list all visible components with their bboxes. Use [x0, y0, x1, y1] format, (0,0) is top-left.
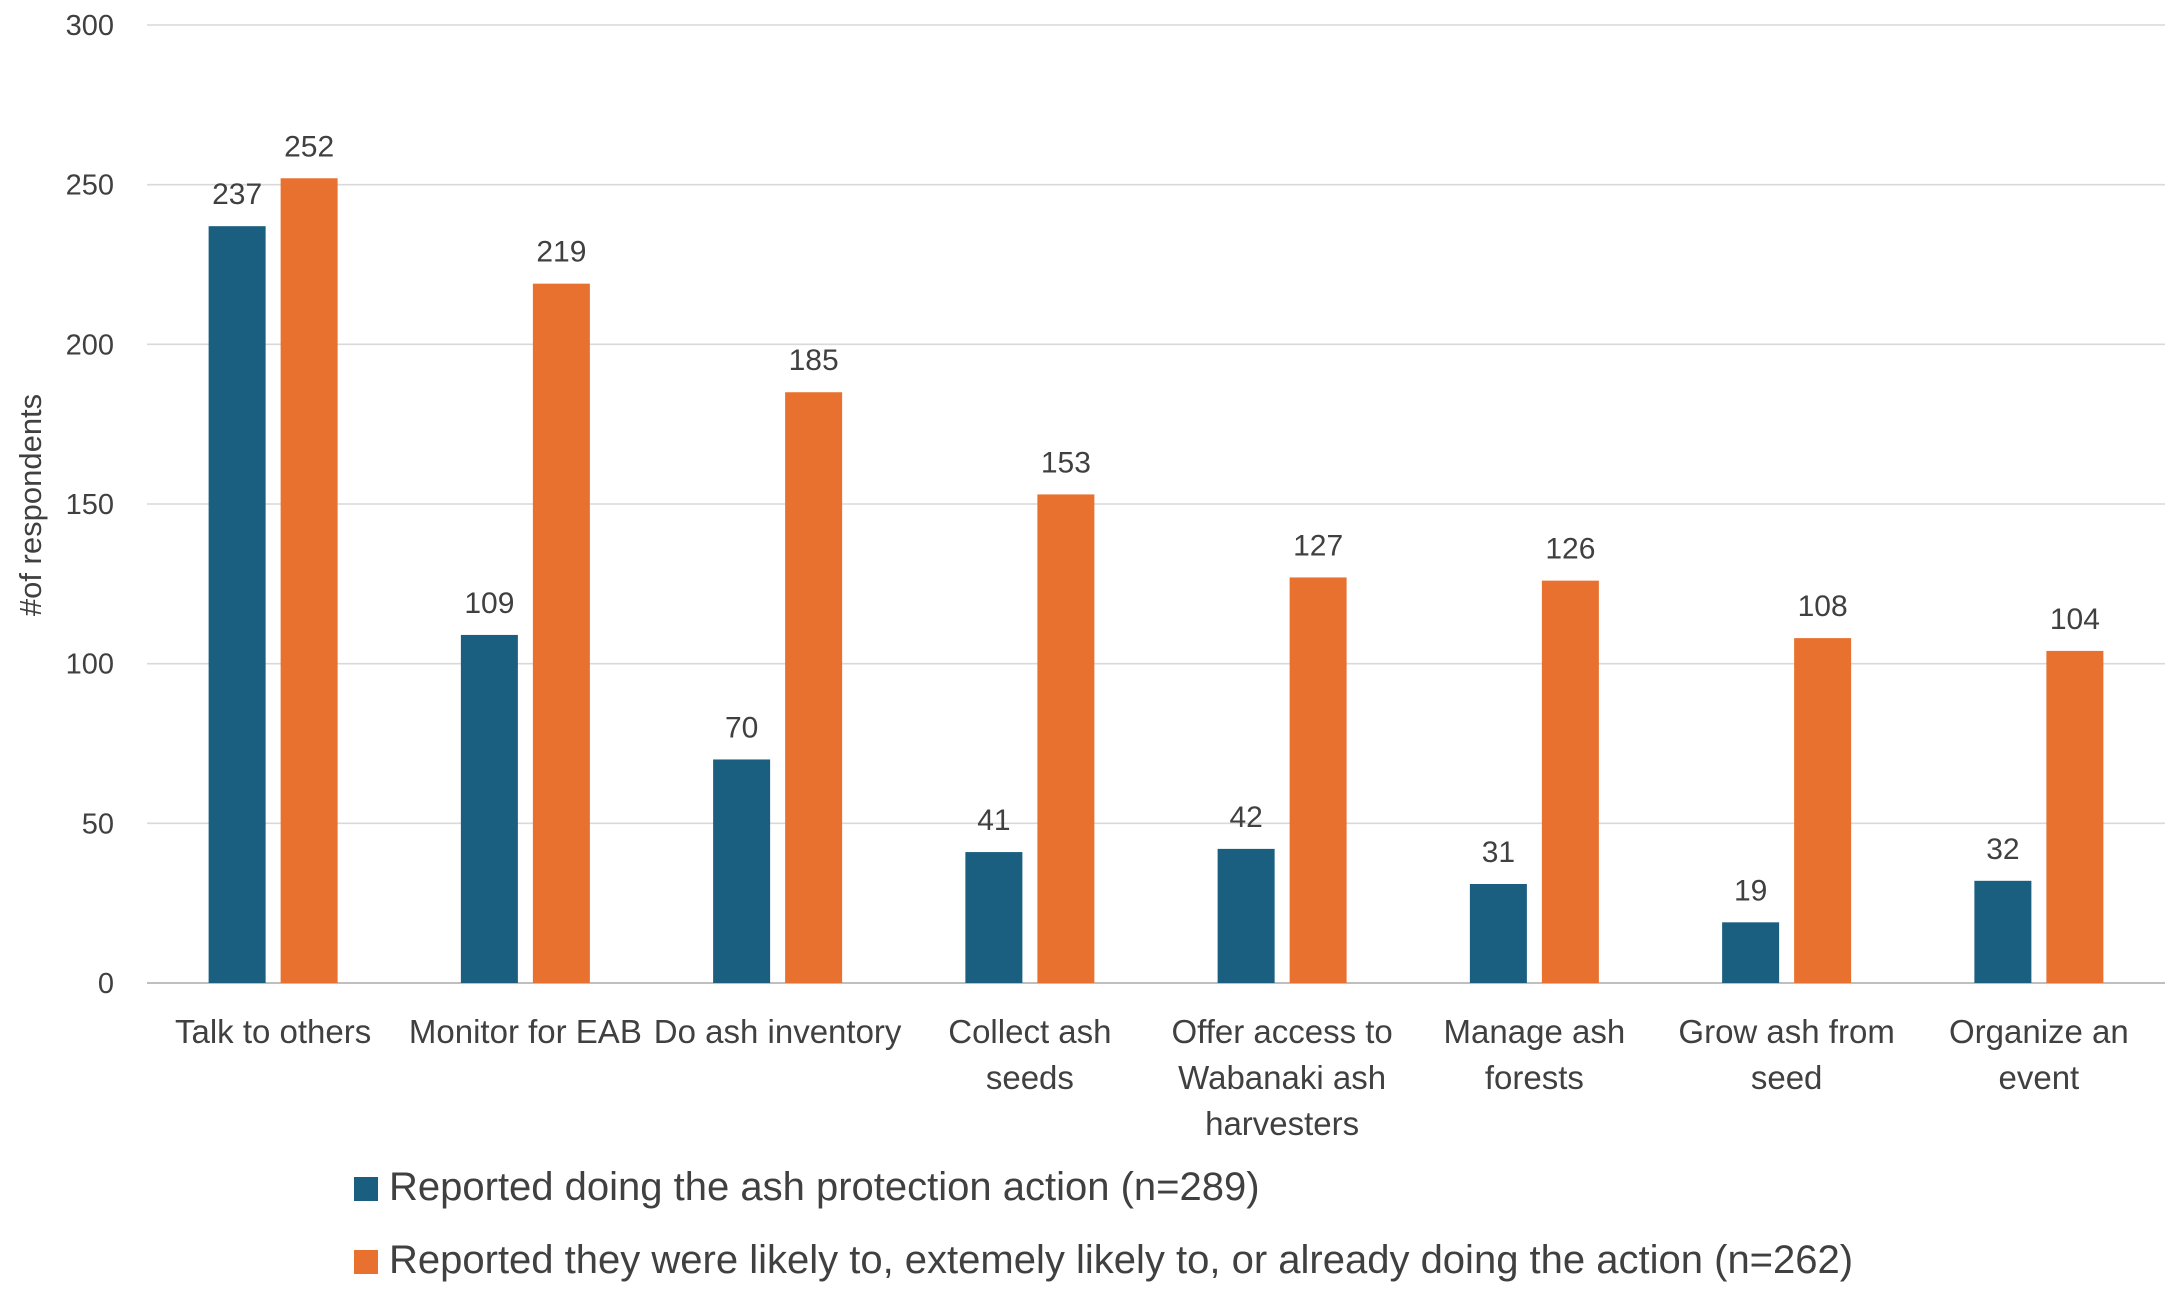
- data-label: 104: [2050, 603, 2100, 636]
- bar-reported-doing: [208, 226, 266, 983]
- data-label: 219: [536, 236, 586, 269]
- data-label: 32: [1986, 833, 2019, 866]
- category-label: Grow ash from seed: [1678, 1013, 1894, 1096]
- data-label: 31: [1482, 836, 1515, 869]
- bar-reported-doing: [965, 852, 1023, 983]
- bar-reported-doing: [1217, 848, 1275, 983]
- legend-swatch: [354, 1177, 378, 1201]
- legend-label: Reported they were likely to, extemely l…: [389, 1238, 1853, 1282]
- data-label: 108: [1798, 590, 1848, 623]
- data-label: 42: [1229, 801, 1262, 834]
- data-label: 70: [725, 711, 758, 744]
- bar-likely-to-do: [1037, 494, 1095, 983]
- data-label: 185: [789, 344, 839, 377]
- bar-reported-doing: [460, 634, 518, 983]
- category-label: Do ash inventory: [654, 1013, 902, 1050]
- data-label: 237: [212, 178, 262, 211]
- bar-likely-to-do: [1289, 577, 1347, 983]
- y-axis-title: #of respondents: [13, 394, 48, 616]
- bar-reported-doing: [1722, 922, 1780, 983]
- category-label: Monitor for EAB: [409, 1013, 642, 1050]
- data-label: 41: [977, 804, 1010, 837]
- y-tick-label: 200: [66, 329, 114, 361]
- data-label: 19: [1734, 874, 1767, 907]
- bar-likely-to-do: [280, 178, 338, 983]
- data-label: 252: [284, 130, 334, 163]
- y-tick-label: 0: [98, 968, 114, 1000]
- category-label: Collect ash seeds: [948, 1013, 1111, 1096]
- y-tick-label: 250: [66, 170, 114, 202]
- data-label: 127: [1293, 529, 1343, 562]
- bar-reported-doing: [1974, 880, 2032, 983]
- bar-likely-to-do: [2046, 650, 2104, 983]
- data-label: 153: [1041, 446, 1091, 479]
- category-label: Manage ash forests: [1444, 1013, 1626, 1096]
- y-axis-ticks: 0 50 100 150 200 250 300: [66, 10, 114, 1000]
- y-tick-label: 100: [66, 649, 114, 681]
- legend-label: Reported doing the ash protection action…: [389, 1165, 1260, 1209]
- bar-likely-to-do: [532, 283, 590, 983]
- legend-swatch: [354, 1250, 378, 1274]
- category-label: Talk to others: [175, 1013, 371, 1050]
- bar-likely-to-do: [1794, 638, 1852, 983]
- y-tick-label: 150: [66, 489, 114, 521]
- category-label: Organize an event: [1949, 1013, 2129, 1096]
- x-axis-categories: Talk to others Monitor for EAB Do ash inve…: [175, 1013, 2129, 1142]
- data-label: 126: [1545, 533, 1595, 566]
- data-label: 109: [464, 587, 514, 620]
- bar-reported-doing: [713, 759, 771, 983]
- bar-likely-to-do: [1541, 580, 1599, 983]
- data-labels: 237 252 109 219 70 185 41 153 42 127 31 126 19 108 32 1…: [212, 130, 2100, 907]
- category-label: Offer access to Wabanaki ash harvesters: [1171, 1013, 1392, 1142]
- bar-likely-to-do: [785, 392, 843, 983]
- gridlines: [147, 24, 2165, 984]
- y-tick-label: 50: [82, 808, 114, 840]
- bars: [208, 178, 2104, 983]
- bar-reported-doing: [1469, 884, 1527, 983]
- legend: Reported doing the ash protection action…: [354, 1165, 1853, 1282]
- y-tick-label: 300: [66, 10, 114, 42]
